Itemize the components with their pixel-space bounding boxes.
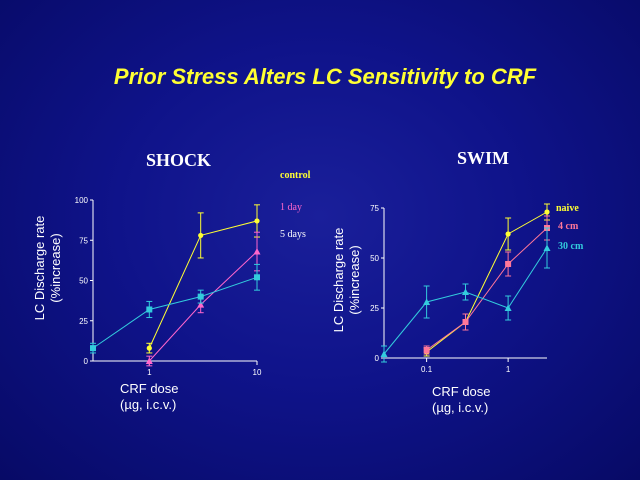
swim-4-cm-point — [423, 347, 430, 353]
shock-5-days-point — [90, 345, 96, 352]
swim-legend-4cm: 4 cm — [558, 221, 579, 232]
swim-series-naive-line — [426, 211, 548, 353]
swim-30-cm-point — [462, 288, 469, 295]
shock-x-axis-label-line2: (µg, i.c.v.) — [120, 397, 177, 412]
shock-legend-5-days: 5 days — [280, 229, 306, 240]
swim-30-cm-point — [423, 298, 431, 305]
swim-legend-naive: naive — [556, 203, 579, 214]
shock-legend-control: control — [280, 170, 311, 181]
shock-control-point — [198, 232, 204, 239]
shock-x-tick-label: 1 — [147, 368, 152, 377]
swim-panel-title: SWIM — [457, 148, 510, 168]
swim-y-tick-label: 75 — [370, 204, 379, 213]
swim-x-axis-label-line2: (µg, i.c.v.) — [432, 400, 489, 415]
shock-x-axis-label-line1: CRF dose — [120, 381, 179, 396]
shock-x-axis-label: CRF dose (µg, i.c.v.) — [120, 381, 179, 413]
swim-30-cm-point — [543, 244, 551, 251]
shock-control-point — [254, 218, 260, 224]
swim-series-4-cm-line — [426, 227, 548, 351]
swim-y-tick-label: 50 — [370, 254, 379, 263]
swim-naive-point — [544, 209, 550, 215]
swim-legend-30cm: 30 cm — [558, 241, 584, 252]
shock-1-day-point — [253, 248, 261, 255]
shock-series-5-days-line — [92, 276, 258, 349]
swim-naive-point — [505, 231, 511, 237]
swim-x-axis-label-line1: CRF dose — [432, 384, 491, 399]
swim-x-tick-label: 1 — [506, 365, 511, 374]
shock-series-control-line — [148, 220, 258, 349]
swim-series-30-cm-line — [383, 247, 548, 355]
swim-4-cm-point — [462, 319, 469, 325]
shock-5-days-point — [254, 274, 260, 281]
swim-y-tick-label: 0 — [375, 354, 380, 363]
shock-1-day-point — [197, 301, 205, 308]
swim-y-tick-label: 25 — [370, 304, 379, 313]
slide-title: Prior Stress Alters LC Sensitivity to CR… — [113, 64, 537, 89]
shock-y-tick-label: 50 — [79, 277, 88, 286]
swim-4-cm-point — [505, 261, 512, 267]
shock-x-tick-label: 10 — [253, 368, 262, 377]
swim-30-cm-point — [504, 304, 512, 311]
shock-y-tick-label: 25 — [79, 317, 88, 326]
swim-x-axis-label: CRF dose (µg, i.c.v.) — [432, 384, 491, 416]
shock-control-point — [146, 345, 152, 351]
swim-30-cm-point — [380, 350, 388, 357]
shock-1-day-point — [145, 357, 153, 364]
shock-y-tick-label: 75 — [79, 236, 88, 245]
shock-5-days-point — [197, 293, 204, 300]
shock-legend-1-day: 1 day — [280, 202, 302, 213]
shock-panel-title: SHOCK — [146, 150, 212, 170]
shock-y-tick-label: 0 — [84, 357, 89, 366]
shock-y-tick-label: 100 — [75, 196, 89, 205]
shock-5-days-point — [146, 306, 153, 313]
swim-x-tick-label: 0.1 — [421, 365, 433, 374]
